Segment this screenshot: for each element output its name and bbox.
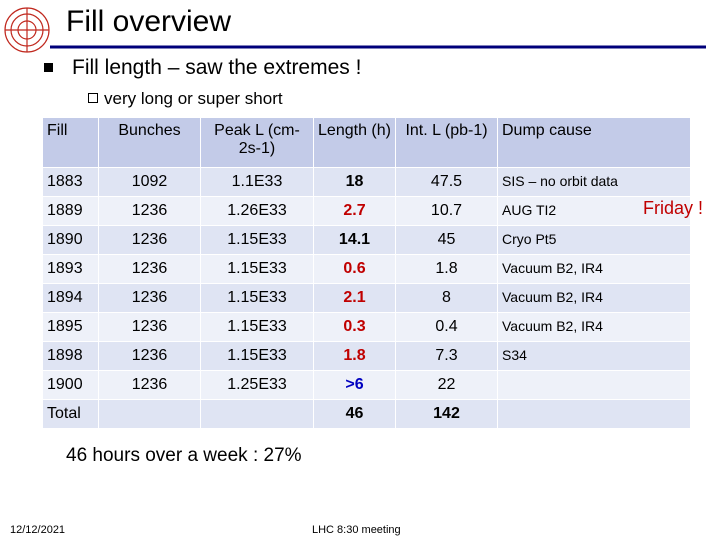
header-row: Fill Bunches Peak L (cm-2s-1) Length (h) Int… (42, 117, 691, 168)
sub-bullet-text: very long or super short (104, 89, 283, 108)
title: Fill overview (66, 5, 232, 38)
column-header: Length (h) (313, 117, 396, 168)
table-cell: >6 (313, 370, 396, 400)
table-cell: 0.4 (395, 312, 498, 342)
table-cell: 2.1 (313, 283, 396, 313)
table-cell: 1236 (98, 283, 201, 313)
table-cell: 1.1E33 (200, 167, 314, 197)
table-cell: 0.6 (313, 254, 396, 284)
table-cell: 46 (313, 399, 396, 429)
table-cell: 10.7 (395, 196, 498, 226)
table-cell: 1.15E33 (200, 254, 314, 284)
summary: 46 hours over a week : 27% (66, 445, 302, 466)
table-cell: Total (42, 399, 99, 429)
table-cell: 1883 (42, 167, 99, 197)
table-cell: 7.3 (395, 341, 498, 371)
table-cell: 45 (395, 225, 498, 255)
table-row: 1889 1236 1.26E33 2.7 10.7 AUG TI2 (42, 196, 691, 226)
column-header: Peak L (cm-2s-1) (200, 117, 314, 168)
table-row: 1900 1236 1.25E33 >6 22 (42, 370, 691, 400)
table-cell: Cryo Pt5 (497, 225, 691, 255)
table-row: 1883 1092 1.1E33 18 47.5 SIS – no orbit data (42, 167, 691, 197)
table-cell: 1.15E33 (200, 225, 314, 255)
table-cell: AUG TI2 (497, 196, 691, 226)
table-cell: 1236 (98, 196, 201, 226)
table-body: 1883 1092 1.1E33 18 47.5 SIS – no orbit data 1… (42, 167, 691, 429)
table-cell: Vacuum B2, IR4 (497, 312, 691, 342)
table-cell: 142 (395, 399, 498, 429)
footer-center: LHC 8:30 meeting (312, 524, 401, 536)
table-cell: 1898 (42, 341, 99, 371)
logo (4, 7, 50, 53)
table-cell: 1092 (98, 167, 201, 197)
table-row: 1893 1236 1.15E33 0.6 1.8 Vacuum B2, IR4 (42, 254, 691, 284)
table-cell: 1.26E33 (200, 196, 314, 226)
table-cell (98, 399, 201, 429)
table-cell: 47.5 (395, 167, 498, 197)
bullet-text: Fill length – saw the extremes ! (72, 56, 362, 79)
column-header: Fill (42, 117, 99, 168)
table-row: 1894 1236 1.15E33 2.1 8 Vacuum B2, IR4 (42, 283, 691, 313)
table-cell (497, 370, 691, 400)
table-cell: 1236 (98, 225, 201, 255)
table-cell: 14.1 (313, 225, 396, 255)
table-cell: 1.25E33 (200, 370, 314, 400)
table-cell: Vacuum B2, IR4 (497, 283, 691, 313)
bullet (44, 63, 53, 72)
table-cell: 1236 (98, 341, 201, 371)
table-cell: 1895 (42, 312, 99, 342)
table-cell: S34 (497, 341, 691, 371)
table-cell: 1.15E33 (200, 341, 314, 371)
table-cell: 1894 (42, 283, 99, 313)
table-cell: 22 (395, 370, 498, 400)
table-cell (200, 399, 314, 429)
table-cell: SIS – no orbit data (497, 167, 691, 197)
table-cell: 1236 (98, 254, 201, 284)
column-header: Bunches (98, 117, 201, 168)
table-cell: 2.7 (313, 196, 396, 226)
table-cell: 1.8 (395, 254, 498, 284)
table-cell: 0.3 (313, 312, 396, 342)
table-cell: 1.15E33 (200, 283, 314, 313)
table-cell: 1890 (42, 225, 99, 255)
column-header: Dump cause (497, 117, 691, 168)
table-cell: 1236 (98, 312, 201, 342)
table-row: Total 46 142 (42, 399, 691, 429)
sub-bullet (88, 93, 98, 103)
table-row: 1895 1236 1.15E33 0.3 0.4 Vacuum B2, IR4 (42, 312, 691, 342)
table-row: 1898 1236 1.15E33 1.8 7.3 S34 (42, 341, 691, 371)
decoration (4, 7, 706, 53)
annotation: Friday ! (643, 198, 704, 218)
table-cell: 1236 (98, 370, 201, 400)
column-header: Int. L (pb-1) (395, 117, 498, 168)
table-cell: 1889 (42, 196, 99, 226)
footer-date: 12/12/2021 (10, 524, 66, 536)
table-cell (497, 399, 691, 429)
table-cell: Vacuum B2, IR4 (497, 254, 691, 284)
table-cell: 18 (313, 167, 396, 197)
table-cell: 1900 (42, 370, 99, 400)
table-cell: 1893 (42, 254, 99, 284)
table-row: 1890 1236 1.15E33 14.1 45 Cryo Pt5 (42, 225, 691, 255)
table-cell: 1.15E33 (200, 312, 314, 342)
table-cell: 1.8 (313, 341, 396, 371)
fill-table: Fill Bunches Peak L (cm-2s-1) Length (h) Int… (42, 117, 691, 429)
table-cell: 8 (395, 283, 498, 313)
